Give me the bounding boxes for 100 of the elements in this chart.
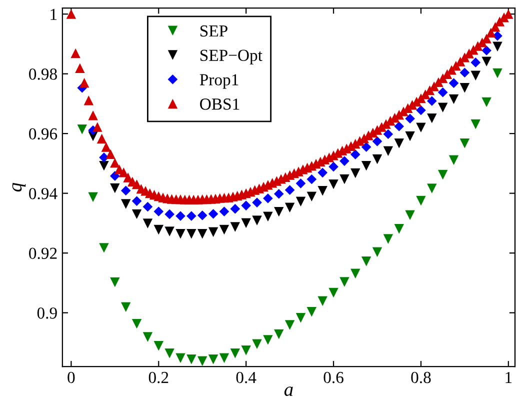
point (230, 204, 240, 214)
point (318, 296, 328, 306)
point (470, 119, 480, 130)
point (405, 210, 415, 220)
point (350, 268, 360, 278)
point (460, 138, 470, 148)
x-tick-label: 0.8 (411, 372, 431, 384)
point (492, 42, 502, 52)
point (350, 168, 360, 178)
point (88, 192, 98, 202)
point (416, 122, 426, 132)
point (383, 146, 394, 156)
point (482, 56, 492, 66)
point (219, 206, 230, 216)
point (99, 243, 109, 253)
point (99, 160, 109, 171)
point (154, 224, 164, 235)
point (120, 302, 131, 312)
legend-label: OBS1 (200, 98, 240, 110)
point (208, 208, 218, 219)
legend-label: SEP−Opt (200, 50, 262, 64)
point (154, 341, 164, 351)
point (394, 224, 404, 234)
y-tick-label: 0.96 (29, 128, 58, 140)
y-tick-label: 0.98 (29, 68, 57, 80)
point (230, 222, 240, 232)
point (219, 224, 230, 235)
point (219, 353, 230, 364)
point (263, 335, 273, 345)
point (361, 256, 372, 266)
point (427, 113, 437, 124)
point (274, 329, 284, 340)
point (241, 218, 251, 228)
point (284, 320, 295, 330)
x-tick-label: 0.2 (148, 372, 168, 384)
point (284, 185, 295, 195)
point (427, 184, 437, 194)
point (241, 346, 251, 356)
point (340, 156, 350, 166)
point (164, 209, 174, 220)
legend-label: SEP (200, 25, 228, 37)
point (132, 209, 142, 220)
point (252, 339, 262, 349)
point (306, 192, 317, 202)
point (186, 211, 196, 221)
point (208, 354, 218, 364)
point (186, 229, 196, 239)
point (132, 318, 142, 329)
y-axis-title: q (12, 182, 26, 192)
point (306, 307, 317, 317)
point (448, 94, 459, 104)
point (241, 200, 251, 210)
point (482, 97, 492, 108)
point (460, 68, 470, 78)
point (197, 210, 208, 220)
point (176, 353, 186, 364)
point (142, 218, 153, 228)
point (394, 121, 404, 132)
x-tick-label: 1 (506, 372, 512, 383)
point (426, 96, 437, 106)
point (296, 196, 306, 207)
point (120, 186, 131, 196)
point (372, 154, 382, 164)
point (448, 155, 459, 165)
point (142, 332, 153, 342)
point (132, 196, 142, 206)
point (328, 288, 338, 298)
point (328, 162, 338, 172)
point (383, 129, 394, 140)
point (208, 227, 218, 237)
point (383, 234, 394, 244)
point (405, 114, 415, 124)
point (154, 206, 164, 216)
point (252, 216, 262, 226)
y-tick-label: 0.92 (29, 248, 57, 260)
point (284, 202, 295, 212)
y-tick-label: 0.9 (37, 307, 57, 319)
point (361, 160, 372, 171)
point (77, 124, 87, 134)
point (350, 150, 360, 160)
point (142, 202, 153, 212)
point (470, 70, 480, 80)
x-tick-label: 0 (68, 372, 75, 384)
point (263, 193, 273, 204)
point (296, 178, 306, 188)
point (186, 354, 196, 364)
point (318, 186, 328, 196)
point (361, 142, 372, 152)
point (438, 170, 448, 180)
point (306, 174, 317, 184)
y-tick-label: 1 (50, 8, 57, 20)
point (372, 136, 382, 146)
x-tick-label: 0.4 (236, 372, 256, 384)
point (372, 247, 382, 257)
point (438, 102, 448, 112)
point (492, 68, 502, 78)
point (176, 211, 186, 221)
y-tick-label: 0.94 (29, 188, 58, 200)
x-axis-title: a (284, 386, 293, 396)
legend-label: Prop1 (200, 74, 238, 89)
